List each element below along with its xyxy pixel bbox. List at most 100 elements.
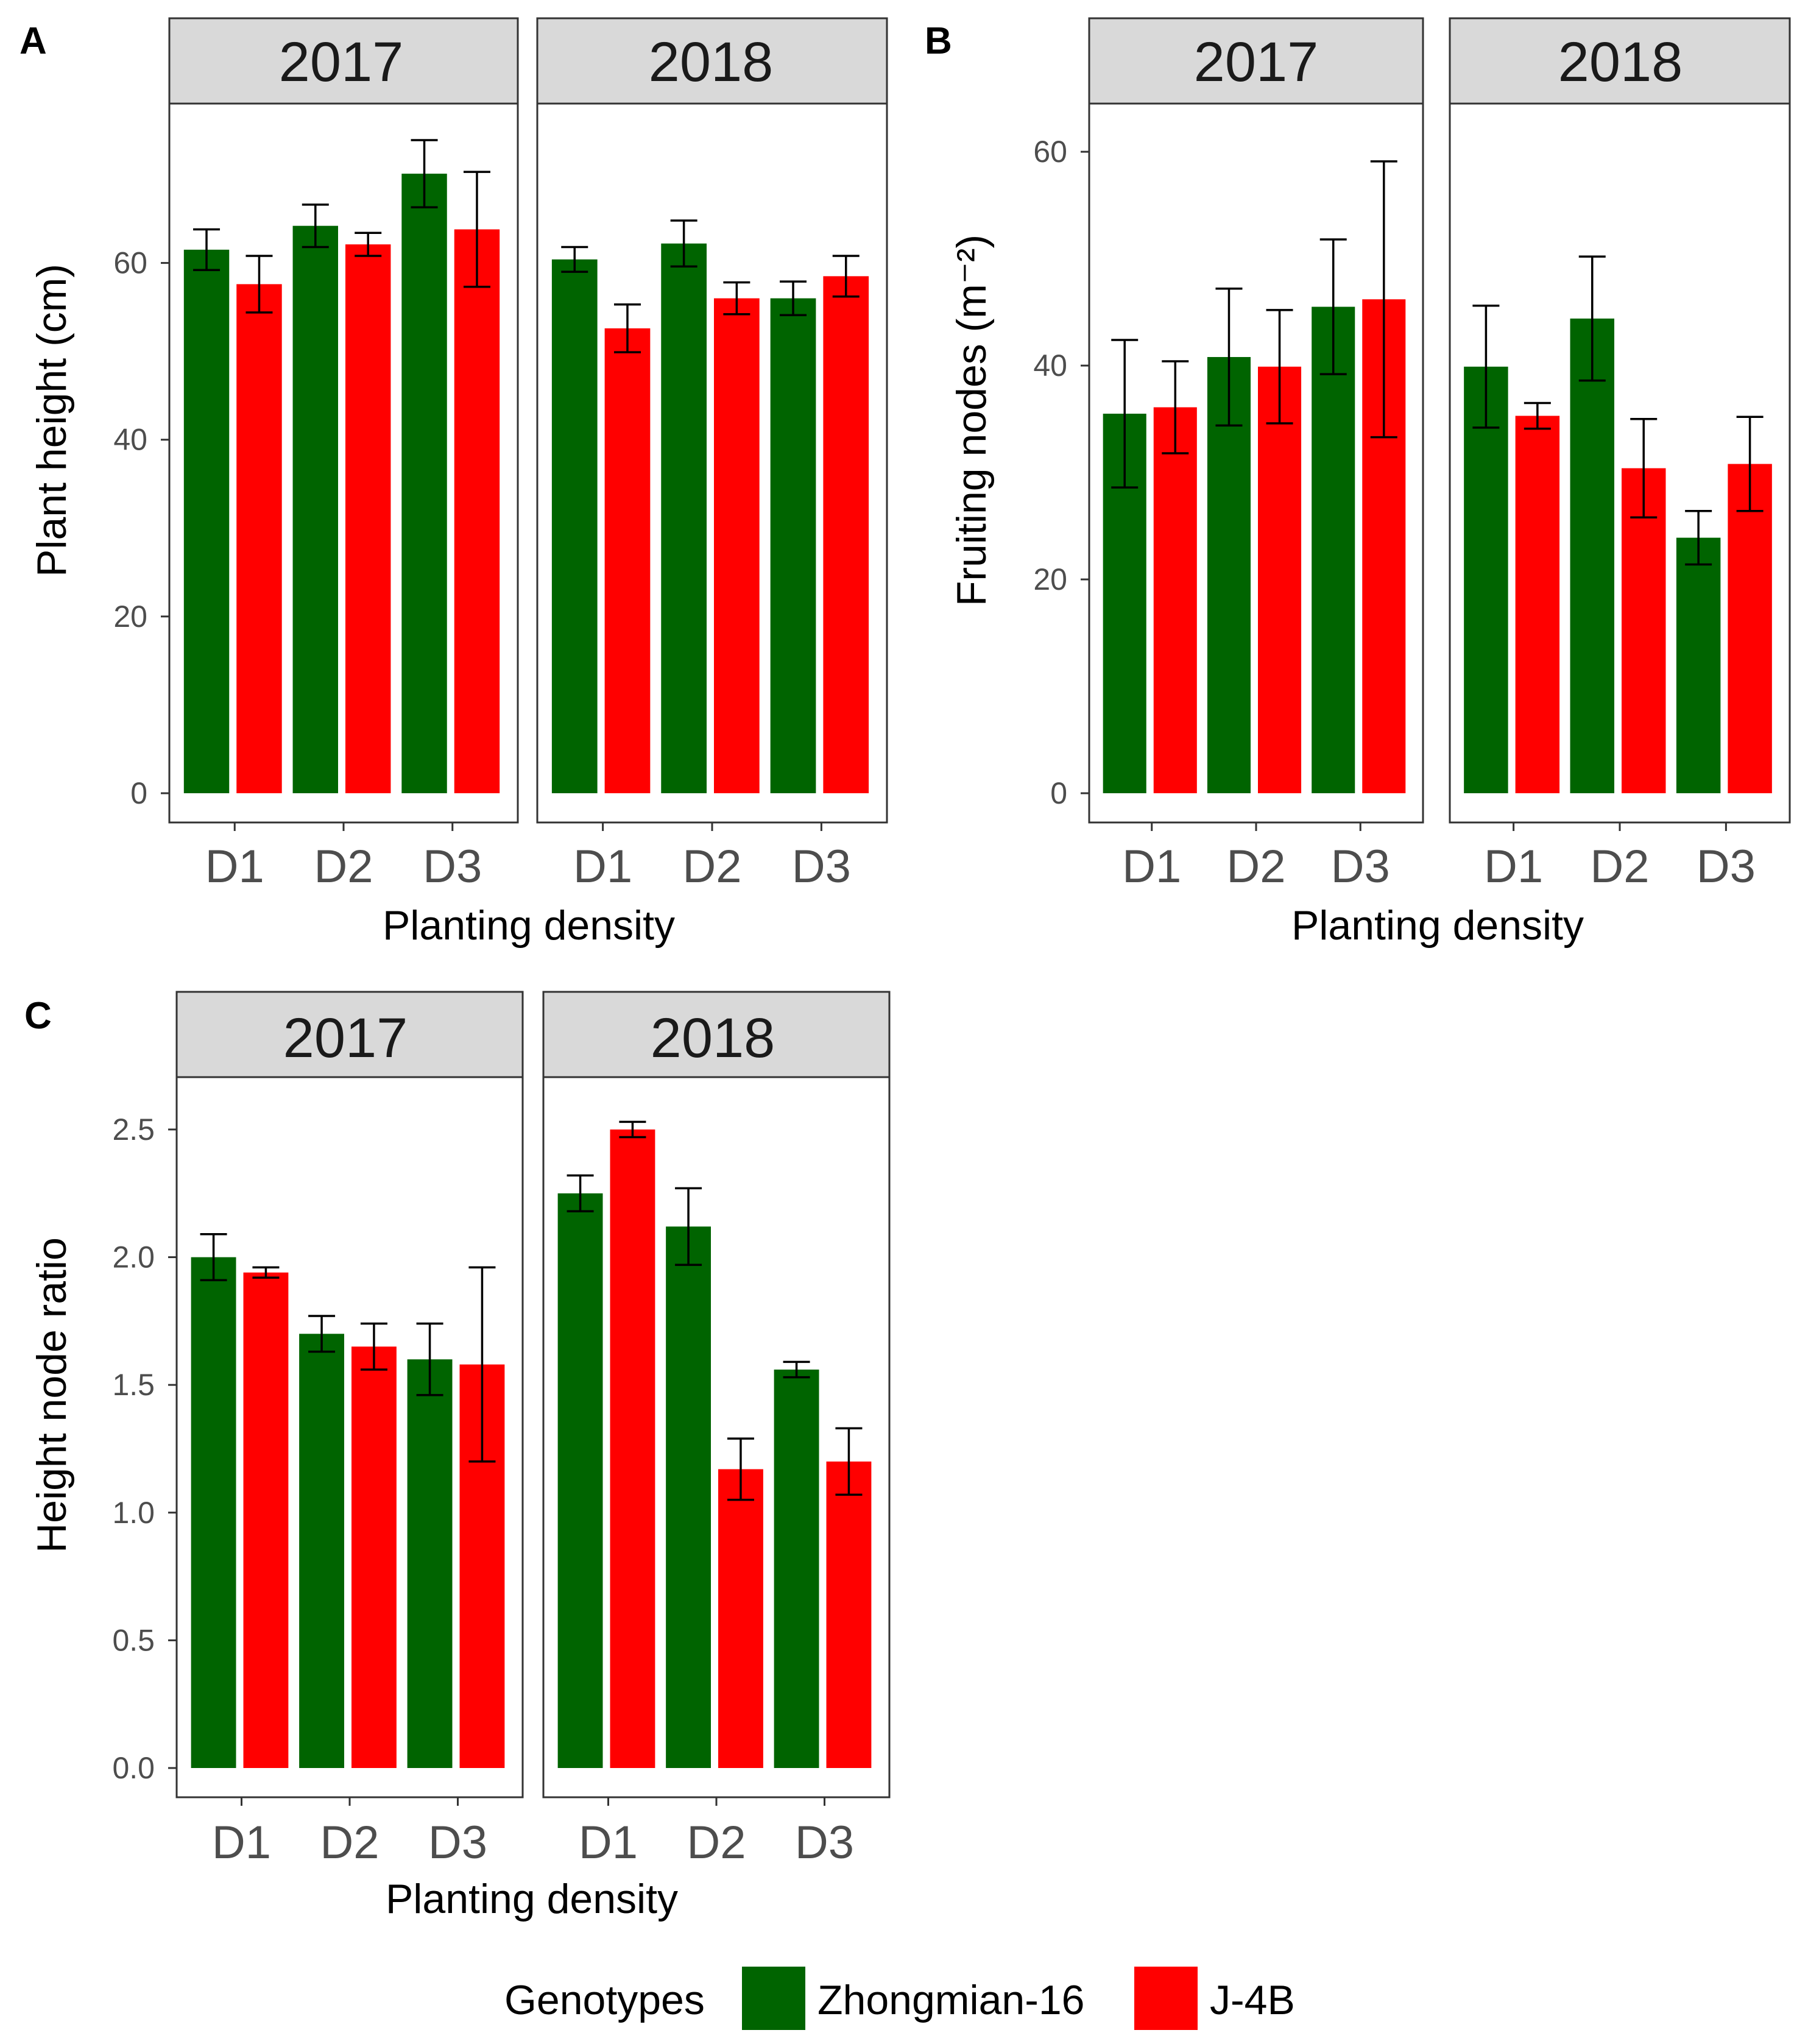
panel-c-facet-2017-x-tick-label-d3: D3 bbox=[428, 1817, 487, 1869]
legend-label-j-4b: J-4B bbox=[1210, 1977, 1295, 2023]
panel-a-facet-2017-x-tick-label-d3: D3 bbox=[423, 841, 482, 893]
panel-c-letter: C bbox=[24, 995, 52, 1037]
panel-a-facet-2017-bar-j-4b-d2 bbox=[345, 244, 391, 793]
panel-c-y-tick-label: 2.5 bbox=[112, 1112, 155, 1147]
panel-c-y-tick-label: 1.5 bbox=[112, 1368, 155, 1402]
legend-swatch-zhongmian-16 bbox=[742, 1967, 805, 2030]
panel-a-facet-2018-x-tick-label-d1: D1 bbox=[573, 841, 632, 893]
panel-b-facet-2018-bar-zhongmian-16-d3 bbox=[1676, 537, 1721, 793]
panel-a-x-axis-title: Planting density bbox=[383, 902, 675, 949]
panel-a-y-tick-label: 20 bbox=[113, 599, 147, 634]
panel-b-facet-2018-x-tick-label-d1: D1 bbox=[1484, 841, 1543, 893]
panel-b-facet-2017-x-tick-label-d2: D2 bbox=[1226, 841, 1285, 893]
panel-c-facet-2017-error-bar-j-4b-d2 bbox=[360, 1322, 387, 1371]
panel-a-facet-2017-error-bar-j-4b-d2 bbox=[355, 232, 382, 257]
panel-b-facet-2018-bar-j-4b-d2 bbox=[1622, 468, 1666, 793]
panel-b-facet-2018-error-bar-j-4b-d3 bbox=[1736, 416, 1764, 512]
panel-c-y-tick-label: 2.0 bbox=[112, 1240, 155, 1275]
panel-a-facet-2017-error-bar-zhongmian-16-d3 bbox=[411, 139, 438, 208]
panel-c-y-tick-label: 0.0 bbox=[112, 1751, 155, 1785]
panel-b-facet-2018-bar-zhongmian-16-d2 bbox=[1570, 318, 1614, 793]
panel-b: B Fruiting nodes (m⁻²) Planting density … bbox=[925, 17, 1791, 949]
panel-c-facet-2018-x-tick-label-d1: D1 bbox=[579, 1817, 638, 1869]
panel-a-facet-2017-x-tick-label-d2: D2 bbox=[314, 841, 373, 893]
panel-b-y-tick-label: 0 bbox=[1050, 776, 1067, 810]
panel-b-facet-2018-error-bar-zhongmian-16-d2 bbox=[1578, 255, 1606, 382]
panel-a-facet-2017-bar-zhongmian-16-d2 bbox=[292, 225, 338, 793]
panel-c-facet-2018-bar-j-4b-d3 bbox=[826, 1461, 872, 1768]
panel-c-facet-2018-bar-j-4b-d2 bbox=[718, 1469, 763, 1768]
panel-c-facet-2017-x-tick-label-d2: D2 bbox=[320, 1817, 379, 1869]
panel-a-facet-2017-x-tick-label-d1: D1 bbox=[205, 841, 264, 893]
panel-a-facet-2018-x-tick-label-d2: D2 bbox=[682, 841, 741, 893]
panel-a-facet-2018-bar-zhongmian-16-d3 bbox=[770, 298, 816, 793]
panel-b-y-tick-label: 60 bbox=[1033, 135, 1067, 169]
panel-b-facet-2018-error-bar-zhongmian-16-d3 bbox=[1685, 509, 1712, 566]
panel-c-facet-2017-bar-j-4b-d1 bbox=[243, 1272, 289, 1768]
panel-b-y-tick-label: 40 bbox=[1033, 348, 1067, 383]
panel-b-facet-2018-error-bar-j-4b-d2 bbox=[1630, 418, 1658, 519]
panel-b-letter: B bbox=[925, 20, 952, 62]
panel-c-facet-2018-error-bar-zhongmian-16-d2 bbox=[675, 1187, 702, 1266]
panel-c-y-tick-label: 0.5 bbox=[112, 1623, 155, 1657]
panel-a-facet-2018-error-bar-j-4b-d2 bbox=[723, 281, 750, 316]
panel-c-facet-2018-bar-zhongmian-16-d1 bbox=[557, 1193, 603, 1768]
panel-c-y-tick-label: 1.0 bbox=[112, 1496, 155, 1530]
panel-a-facet-2017-bar-zhongmian-16-d3 bbox=[401, 174, 447, 794]
panel-c-facet-2018-error-bar-j-4b-d2 bbox=[727, 1437, 754, 1501]
panel-c-facet-2018-error-bar-zhongmian-16-d1 bbox=[567, 1174, 594, 1212]
panel-b-facet-2017-strip-label: 2017 bbox=[1194, 31, 1319, 93]
panel-b-facet-2018-error-bar-zhongmian-16-d1 bbox=[1472, 305, 1500, 429]
panel-c-facet-2017-bar-zhongmian-16-d3 bbox=[407, 1359, 453, 1768]
panel-b-facet-2017-x-tick-label-d3: D3 bbox=[1331, 841, 1390, 893]
panel-b-facet-2017-error-bar-j-4b-d3 bbox=[1370, 160, 1397, 439]
panel-c: C Height node ratio Planting density 201… bbox=[24, 991, 891, 1922]
panel-a-y-tick-label: 0 bbox=[130, 776, 147, 810]
panel-a: A Plant height (cm) Planting density 201… bbox=[19, 17, 888, 949]
panel-b-facet-2017-error-bar-j-4b-d1 bbox=[1162, 360, 1189, 454]
panel-c-facet-2017-error-bar-j-4b-d1 bbox=[252, 1266, 280, 1279]
panel-b-facet-2017-bar-j-4b-d2 bbox=[1258, 366, 1302, 793]
panel-a-facet-2017-error-bar-j-4b-d3 bbox=[463, 171, 490, 288]
panel-b-x-axis-title: Planting density bbox=[1291, 902, 1584, 949]
panel-b-facet-2018-bar-zhongmian-16-d1 bbox=[1464, 366, 1508, 793]
panel-c-facet-2017-error-bar-j-4b-d3 bbox=[468, 1266, 496, 1463]
panel-c-facet-2017-error-bar-zhongmian-16-d3 bbox=[416, 1322, 443, 1396]
panel-a-facet-2017-bar-j-4b-d1 bbox=[236, 284, 282, 793]
panel-a-y-tick-label: 40 bbox=[113, 423, 147, 457]
panel-b-facet-2017-bar-j-4b-d1 bbox=[1153, 407, 1197, 793]
panel-c-facet-2018-x-tick-label-d2: D2 bbox=[687, 1817, 746, 1869]
panel-a-facet-2018-error-bar-zhongmian-16-d2 bbox=[670, 219, 697, 268]
panel-b-facet-2017-error-bar-zhongmian-16-d1 bbox=[1111, 339, 1139, 489]
panel-c-facet-2017-error-bar-zhongmian-16-d2 bbox=[308, 1315, 336, 1353]
panel-b-facet-2017-bar-zhongmian-16-d3 bbox=[1312, 306, 1355, 793]
panel-a-facet-2018-error-bar-zhongmian-16-d3 bbox=[780, 280, 807, 316]
panel-c-facet-2018-bar-j-4b-d1 bbox=[610, 1129, 655, 1768]
panel-c-facet-2018-x-tick-label-d3: D3 bbox=[795, 1817, 854, 1869]
panel-a-facet-2018-bar-zhongmian-16-d2 bbox=[661, 243, 707, 794]
panel-b-facet-2018-error-bar-j-4b-d1 bbox=[1524, 401, 1551, 430]
panel-c-facet-2017-bar-j-4b-d2 bbox=[351, 1346, 397, 1768]
panel-a-facet-2018-bar-j-4b-d3 bbox=[823, 276, 869, 793]
panel-c-facet-2018-bar-zhongmian-16-d2 bbox=[666, 1226, 711, 1768]
panel-b-y-tick-label: 20 bbox=[1033, 562, 1067, 596]
panel-a-facet-2018-strip bbox=[536, 17, 888, 105]
panel-c-facet-2018-strip bbox=[542, 991, 891, 1078]
panel-c-facet-2017-strip-label: 2017 bbox=[283, 1007, 408, 1069]
panel-a-facet-2018-error-bar-j-4b-d1 bbox=[613, 303, 641, 353]
panel-a-facet-2017-bar-zhongmian-16-d1 bbox=[183, 249, 230, 794]
panel-a-facet-2018-x-tick-label-d3: D3 bbox=[792, 841, 851, 893]
panel-c-x-axis-title: Planting density bbox=[386, 1876, 678, 1922]
panel-b-facet-2018-bar-j-4b-d1 bbox=[1515, 416, 1560, 793]
panel-a-facet-2017-error-bar-zhongmian-16-d2 bbox=[302, 203, 329, 249]
panel-c-facet-2018-error-bar-zhongmian-16-d3 bbox=[783, 1360, 810, 1379]
panel-a-facet-2017-error-bar-zhongmian-16-d1 bbox=[193, 228, 221, 271]
panel-b-facet-2017-strip bbox=[1088, 17, 1424, 105]
panel-c-facet-2018-error-bar-j-4b-d1 bbox=[619, 1120, 646, 1139]
panel-c-facet-2018-strip-label: 2018 bbox=[651, 1007, 775, 1069]
panel-a-facet-2018-bar-j-4b-d2 bbox=[714, 298, 760, 793]
panel-b-facet-2017-bar-zhongmian-16-d2 bbox=[1207, 357, 1251, 793]
panel-a-facet-2017-strip-label: 2017 bbox=[279, 31, 404, 93]
panel-b-y-axis-title: Fruiting nodes (m⁻²) bbox=[948, 235, 995, 606]
panel-a-facet-2018-strip-label: 2018 bbox=[649, 31, 774, 93]
